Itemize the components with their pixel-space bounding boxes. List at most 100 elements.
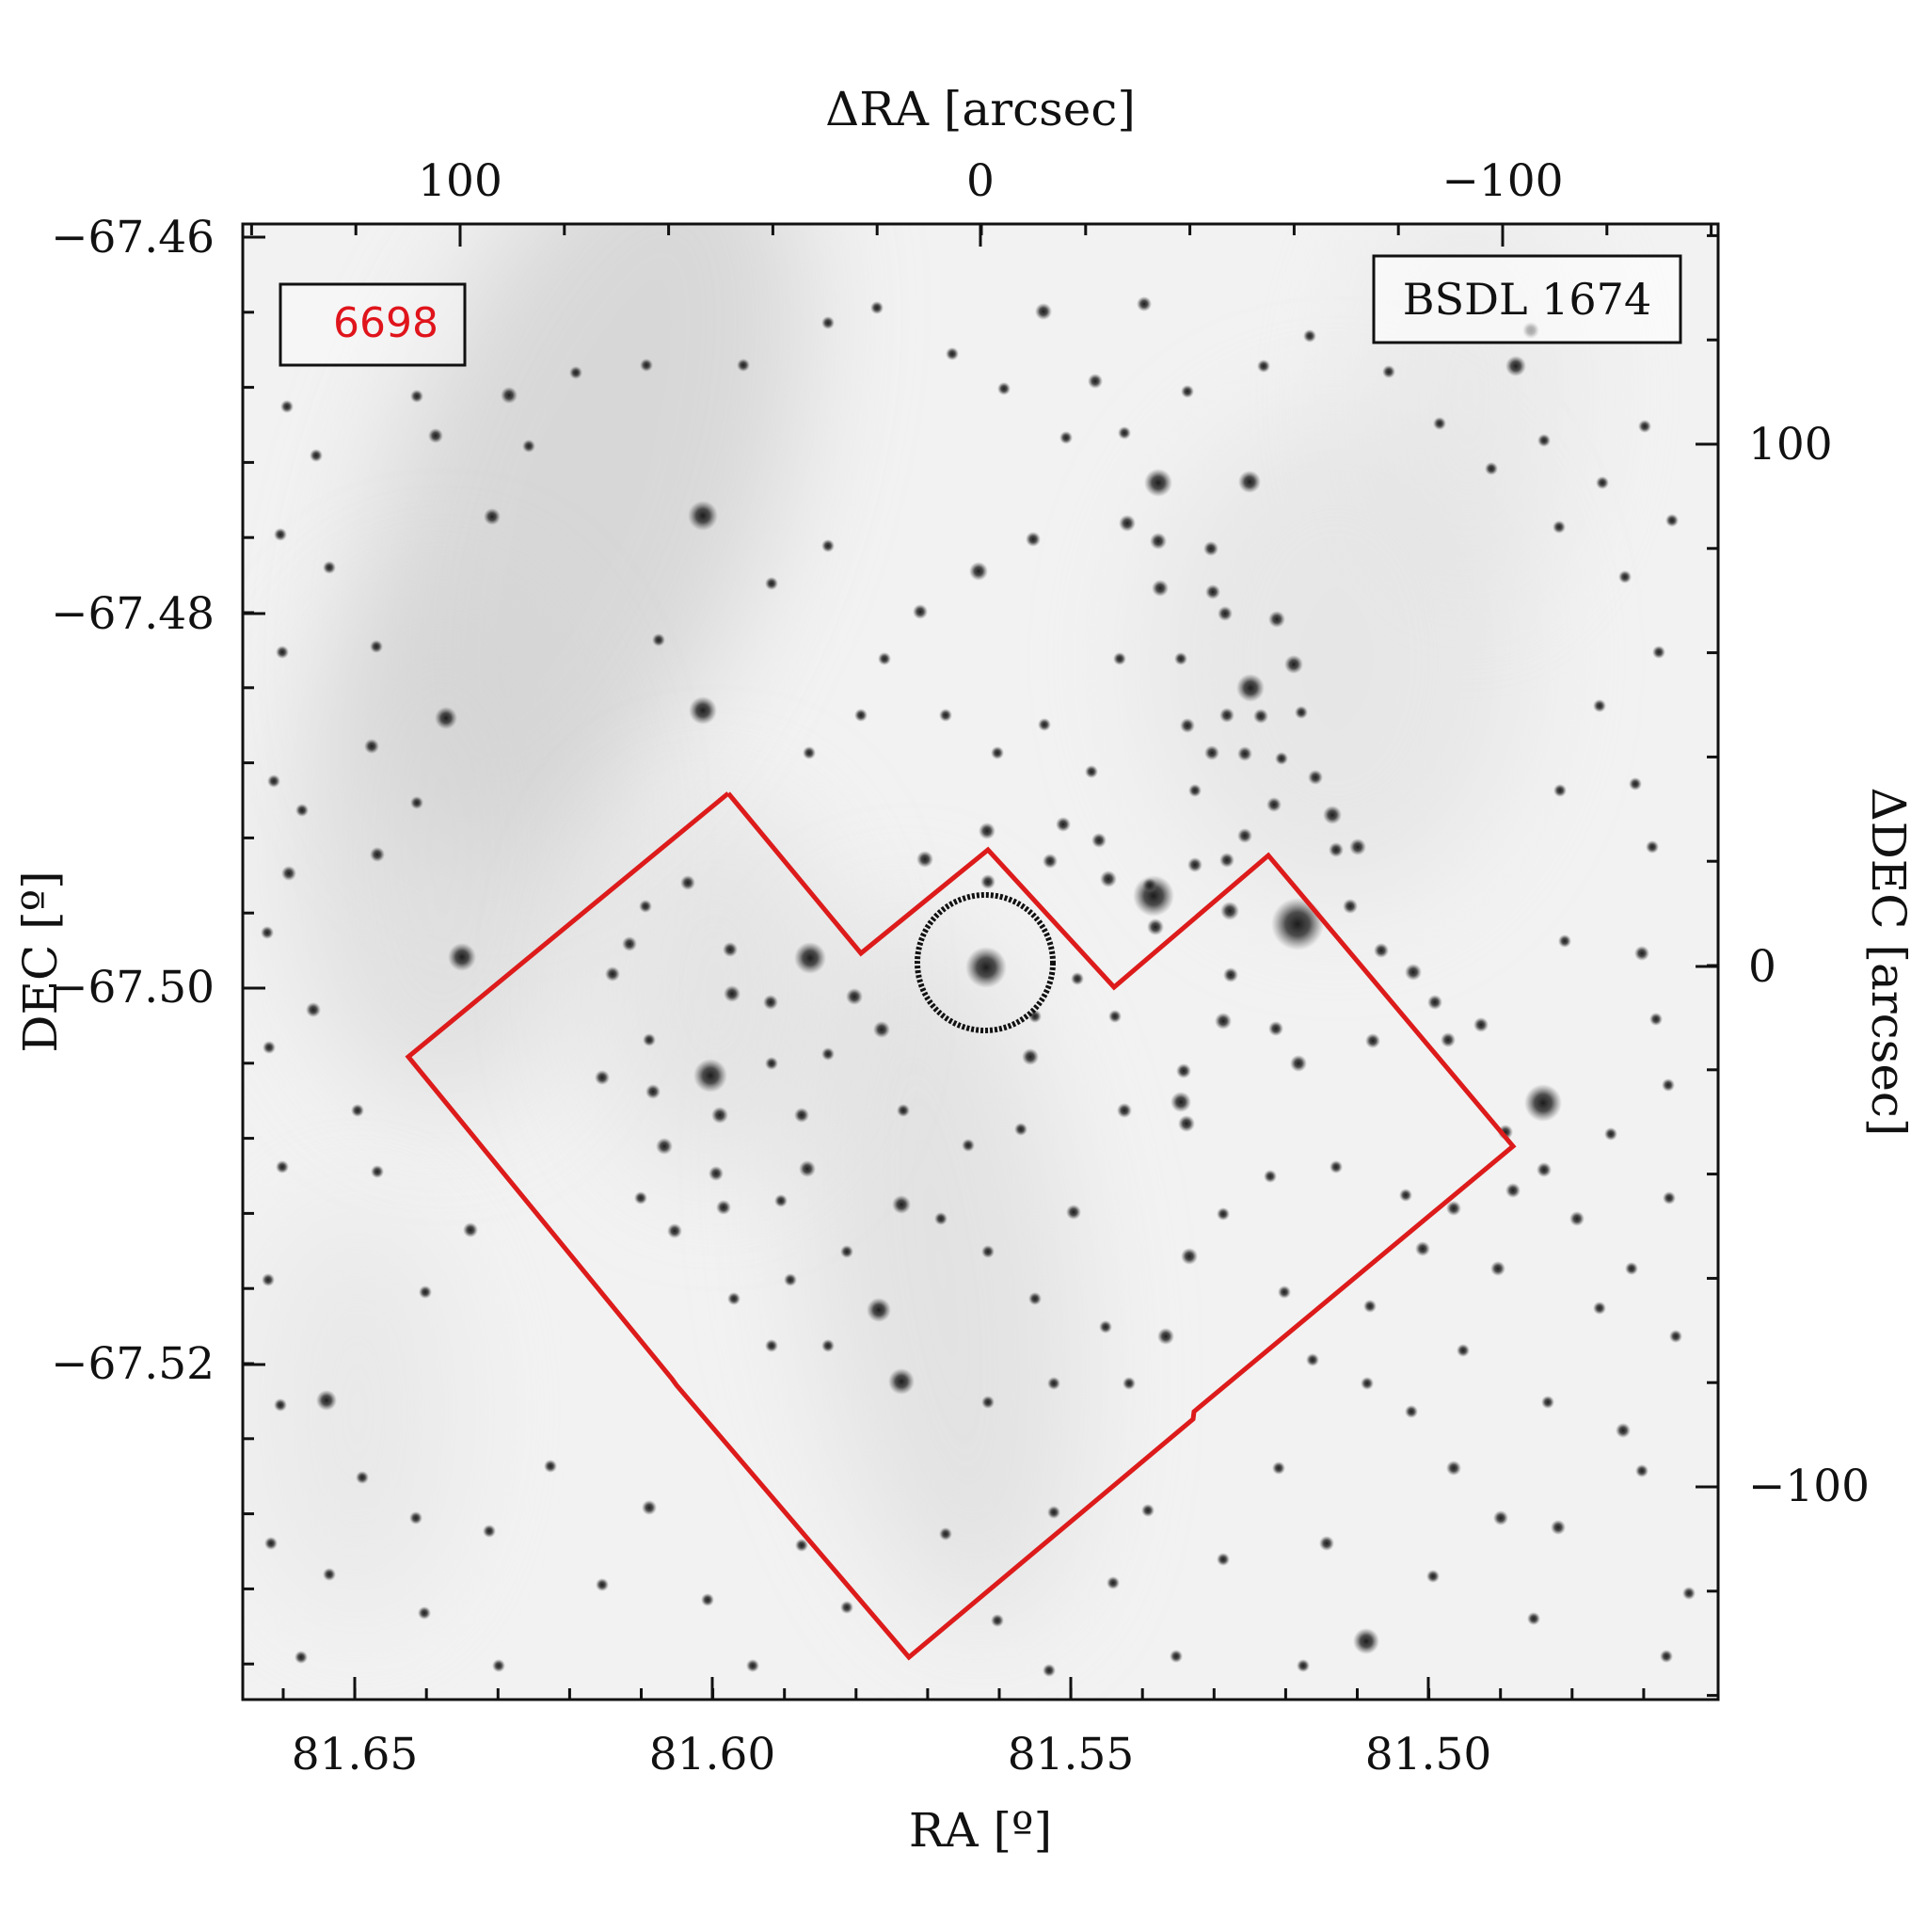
star bbox=[1181, 385, 1194, 398]
star bbox=[1043, 854, 1058, 869]
star bbox=[1174, 652, 1187, 665]
star bbox=[409, 1511, 422, 1525]
star bbox=[1038, 718, 1051, 731]
star bbox=[1108, 1010, 1122, 1023]
star bbox=[1652, 646, 1665, 659]
star bbox=[1123, 1377, 1136, 1390]
star bbox=[965, 947, 1007, 988]
star bbox=[316, 1390, 337, 1411]
star bbox=[1088, 374, 1103, 389]
star bbox=[746, 1659, 759, 1672]
star bbox=[1113, 652, 1126, 665]
star bbox=[1290, 1055, 1307, 1072]
star bbox=[867, 1298, 891, 1322]
star bbox=[1665, 514, 1679, 527]
star bbox=[1537, 1162, 1552, 1177]
star bbox=[1682, 1587, 1696, 1600]
star bbox=[1178, 1115, 1195, 1132]
star bbox=[310, 449, 323, 462]
star bbox=[981, 1396, 995, 1409]
star bbox=[642, 1500, 657, 1515]
star bbox=[763, 995, 778, 1010]
star bbox=[939, 709, 952, 722]
star bbox=[1662, 1078, 1675, 1092]
star bbox=[1150, 533, 1167, 550]
right-tick-labels: 100 0 −100 bbox=[1748, 419, 1870, 1512]
star bbox=[1669, 1330, 1682, 1343]
star bbox=[794, 1108, 809, 1123]
right-tick-label: 100 bbox=[1748, 419, 1833, 471]
star bbox=[897, 1104, 910, 1117]
star bbox=[261, 926, 274, 939]
star bbox=[371, 1165, 384, 1178]
star bbox=[1569, 1211, 1585, 1226]
star bbox=[1446, 1201, 1461, 1216]
star bbox=[1473, 1017, 1489, 1032]
right-tick-label: −100 bbox=[1748, 1461, 1870, 1512]
star bbox=[680, 875, 695, 890]
left-tick-label: −67.50 bbox=[51, 962, 215, 1014]
star bbox=[522, 439, 535, 453]
bottom-tick-label: 81.50 bbox=[1365, 1729, 1492, 1780]
star bbox=[803, 746, 816, 759]
star bbox=[709, 1166, 724, 1181]
star bbox=[1558, 934, 1571, 948]
star bbox=[1236, 674, 1265, 702]
star bbox=[980, 874, 995, 889]
star bbox=[1142, 878, 1157, 893]
star bbox=[264, 1537, 278, 1550]
star bbox=[1638, 420, 1651, 433]
star bbox=[1056, 817, 1071, 832]
star bbox=[1205, 584, 1220, 599]
star bbox=[1117, 1103, 1132, 1118]
star bbox=[501, 387, 518, 404]
star bbox=[1524, 1084, 1562, 1122]
name-label: BSDL 1674 bbox=[1403, 274, 1651, 325]
star bbox=[1634, 946, 1649, 961]
nebulosity bbox=[254, 224, 1581, 1625]
star bbox=[1490, 1261, 1505, 1276]
star bbox=[1187, 857, 1202, 872]
star bbox=[1275, 752, 1288, 765]
star bbox=[639, 900, 652, 913]
star bbox=[821, 316, 835, 329]
star bbox=[306, 1002, 321, 1017]
star bbox=[1237, 828, 1252, 843]
star bbox=[435, 707, 457, 729]
star bbox=[364, 739, 379, 754]
star bbox=[765, 1339, 778, 1352]
top-tick-labels: 100 0 −100 bbox=[418, 155, 1563, 207]
star bbox=[969, 562, 988, 581]
star bbox=[1635, 1464, 1648, 1477]
star bbox=[1278, 1285, 1291, 1299]
right-tick-label: 0 bbox=[1748, 941, 1776, 993]
star bbox=[1217, 1207, 1230, 1221]
star bbox=[1646, 840, 1659, 854]
star bbox=[1649, 1013, 1663, 1026]
star bbox=[689, 696, 717, 725]
star bbox=[774, 1194, 788, 1207]
star bbox=[1220, 902, 1239, 920]
star bbox=[483, 1525, 496, 1538]
star bbox=[873, 1021, 890, 1038]
star bbox=[1119, 515, 1136, 532]
star bbox=[1170, 1650, 1183, 1663]
star bbox=[981, 1245, 995, 1258]
right-axis-title: ΔDEC [arcsec] bbox=[1861, 788, 1916, 1137]
star bbox=[821, 539, 835, 552]
star bbox=[765, 1057, 778, 1070]
star bbox=[1382, 365, 1395, 378]
star bbox=[1427, 995, 1442, 1010]
star bbox=[544, 1460, 557, 1473]
star bbox=[913, 604, 928, 619]
bottom-tick-labels: 81.65 81.60 81.55 81.50 bbox=[292, 1729, 1492, 1780]
star bbox=[1457, 1344, 1470, 1357]
star bbox=[1405, 964, 1422, 981]
star bbox=[892, 1195, 911, 1214]
star bbox=[410, 390, 423, 403]
star bbox=[351, 1104, 364, 1117]
star bbox=[1505, 356, 1526, 376]
star bbox=[1152, 580, 1169, 597]
star bbox=[1264, 1170, 1277, 1183]
star bbox=[274, 1398, 287, 1412]
